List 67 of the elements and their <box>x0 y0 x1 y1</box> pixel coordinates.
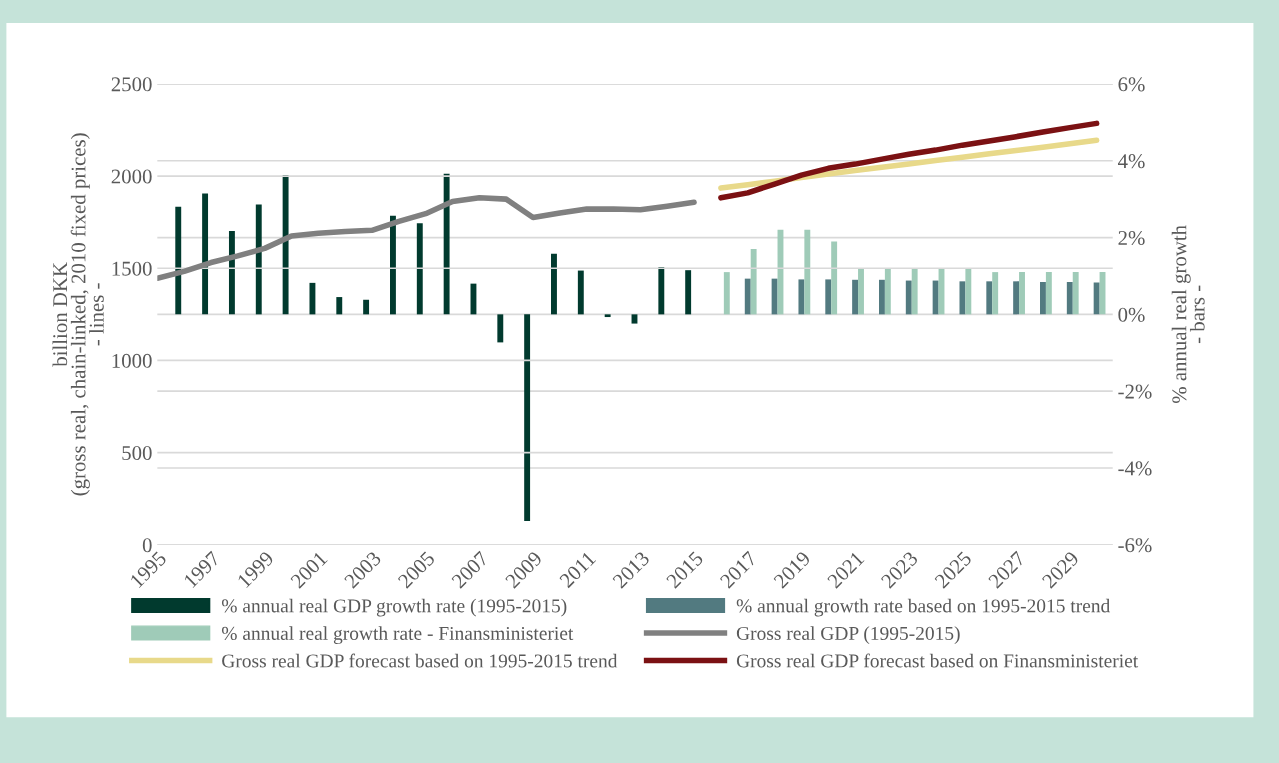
bar <box>175 206 182 315</box>
y2-tick-label: -4% <box>1118 461 1152 476</box>
bar <box>723 272 730 315</box>
y-tick-label: 1000 <box>112 353 152 368</box>
y2-tick-label: 2% <box>1118 230 1145 246</box>
bar <box>443 173 450 315</box>
bar <box>965 268 972 315</box>
legend-label: % annual real GDP growth rate (1995-2015) <box>221 598 567 617</box>
bar <box>911 268 918 315</box>
y2-tick-label: -2% <box>1118 384 1152 399</box>
bar <box>363 299 370 315</box>
bar <box>798 279 805 315</box>
y2-axis-title: % annual real growth - bars - <box>1171 225 1205 404</box>
y-axis-title: billion DKK (gross real, chain-linked, 2010 fixed prices) - lines - <box>52 133 104 496</box>
bar <box>551 253 557 315</box>
bar <box>658 267 665 315</box>
y2-tick-label: 0% <box>1118 307 1145 322</box>
y-tick-label: 0 <box>142 538 152 553</box>
y2-tick-label: 6% <box>1118 77 1145 92</box>
bar <box>831 241 838 315</box>
legend-label: Gross real GDP forecast based on Finansministeriet <box>736 653 1139 668</box>
y-tick-label: 2000 <box>111 169 152 184</box>
bar <box>1066 282 1073 315</box>
bar <box>497 314 504 343</box>
bar <box>804 229 811 315</box>
y2-tick-label: 4% <box>1118 154 1145 169</box>
bar <box>685 270 692 315</box>
bar <box>1040 282 1046 315</box>
bar <box>771 278 778 315</box>
bar <box>1019 272 1025 315</box>
bar <box>932 280 939 315</box>
y-tick-label: 500 <box>122 445 152 461</box>
y-tick-label: 1500 <box>112 261 152 276</box>
y-tick-label: 2500 <box>111 77 152 92</box>
bar <box>577 270 584 315</box>
bar <box>852 279 859 315</box>
bar <box>228 231 235 315</box>
bar <box>959 281 966 315</box>
legend-label: % annual real growth rate - Finansministeriet <box>221 626 574 644</box>
bar <box>309 282 316 315</box>
bar <box>750 249 757 315</box>
bar <box>631 314 638 324</box>
bar <box>1072 272 1079 315</box>
legend-label: Gross real GDP (1995-2015) <box>736 626 960 644</box>
bar <box>878 279 885 315</box>
y2-tick-label: -6% <box>1118 538 1152 553</box>
bar <box>825 279 832 315</box>
bar <box>202 193 209 315</box>
bar <box>1013 281 1020 315</box>
legend-label: Gross real GDP forecast based on 1995-2015 trend <box>222 653 618 668</box>
bar <box>282 174 289 315</box>
bar <box>336 297 343 315</box>
legend-label: % annual growth rate based on 1995-2015 trend <box>736 598 1111 617</box>
bar <box>884 268 891 315</box>
bar <box>255 204 262 315</box>
bar <box>744 278 751 315</box>
bar <box>1093 282 1100 315</box>
bar <box>992 272 999 315</box>
bar <box>390 215 396 315</box>
bar <box>986 281 993 315</box>
bar <box>905 280 912 315</box>
bar <box>604 314 611 318</box>
bar <box>1045 272 1052 315</box>
bar <box>524 314 531 521</box>
x-tick-label: 2011 <box>558 550 597 589</box>
bar <box>858 268 864 315</box>
bar <box>416 223 423 315</box>
